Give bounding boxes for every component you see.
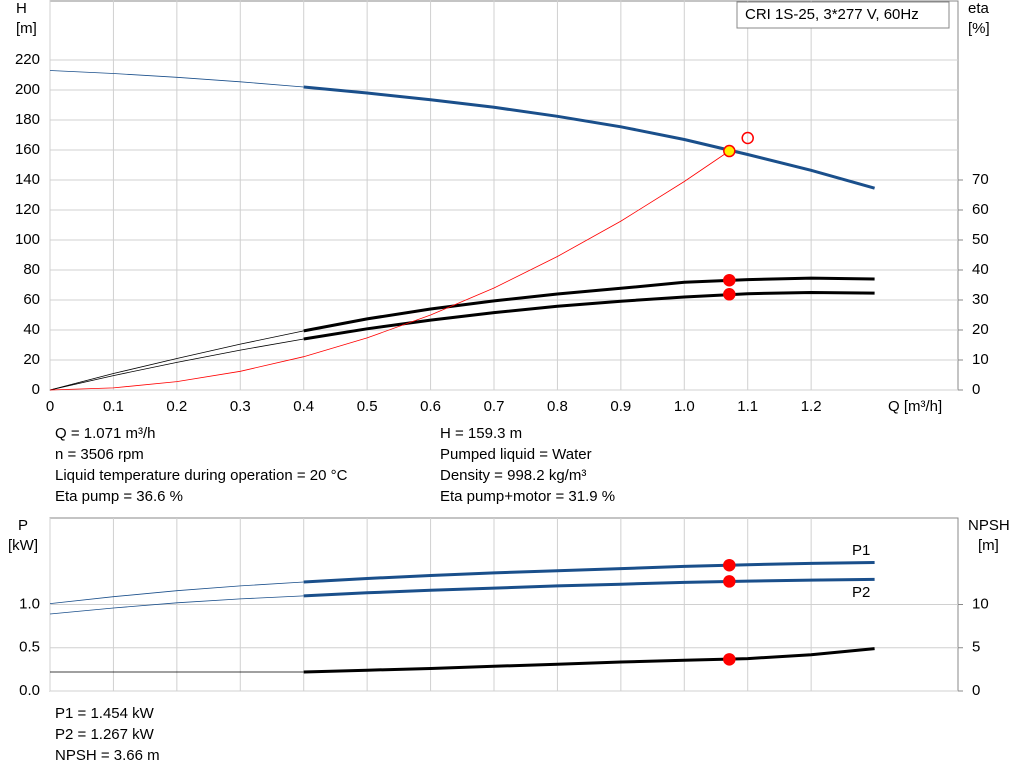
curve	[303, 647, 875, 674]
x-tick-label: 0.8	[547, 398, 568, 415]
x-tick-label: 0.3	[230, 398, 251, 415]
y2-tick-label: 20	[972, 321, 989, 338]
operating-point	[723, 575, 736, 588]
y2-tick-label: 30	[972, 291, 989, 308]
y2-tick-label: 70	[972, 171, 989, 188]
x-label: Q [m³/h]	[888, 398, 942, 415]
info-text: Density = 998.2 kg/m³	[440, 467, 586, 484]
y2-tick-label: 60	[972, 201, 989, 218]
info-text: Q = 1.071 m³/h	[55, 425, 155, 442]
plot-frame	[49, 0, 959, 391]
x-tick-label: 1.0	[674, 398, 695, 415]
y2-tick-label: 50	[972, 231, 989, 248]
y2-label: eta	[968, 0, 990, 17]
y-unit: [kW]	[8, 537, 38, 554]
y-tick-label: 140	[15, 171, 40, 188]
series-label: P2	[852, 584, 870, 601]
y2-tick-label: 10	[972, 595, 989, 612]
operating-point	[723, 653, 736, 666]
info-text: Eta pump+motor = 31.9 %	[440, 488, 615, 505]
x-tick-label: 1.2	[801, 398, 822, 415]
y2-unit: [m]	[978, 537, 999, 554]
y-tick-label: 1.0	[19, 595, 40, 612]
operating-point	[723, 273, 736, 287]
curve	[303, 561, 875, 584]
y-tick-label: 180	[15, 111, 40, 128]
operating-point	[723, 288, 736, 301]
info-text: H = 159.3 m	[440, 425, 522, 442]
x-tick-label: 0.7	[484, 398, 505, 415]
y2-tick-label: 0	[972, 381, 980, 398]
info-text: Pumped liquid = Water	[440, 446, 592, 463]
series-label: P1	[852, 542, 870, 559]
y-label: H	[16, 0, 27, 17]
info-text: Liquid temperature during operation = 20…	[55, 467, 348, 484]
y-tick-label: 120	[15, 201, 40, 218]
y-tick-label: 80	[23, 261, 40, 278]
operating-point	[741, 131, 754, 145]
y-tick-label: 160	[15, 141, 40, 158]
curve	[49, 330, 304, 391]
curve	[49, 70, 304, 88]
y2-tick-label: 10	[972, 351, 989, 368]
y-tick-label: 200	[15, 81, 40, 98]
y-tick-label: 40	[23, 321, 40, 338]
y-tick-label: 100	[15, 231, 40, 248]
info-text: n = 3506 rpm	[55, 446, 144, 463]
curve	[303, 290, 875, 341]
curve	[49, 338, 304, 391]
curve	[303, 577, 875, 598]
curve	[49, 150, 730, 391]
y-tick-label: 20	[23, 351, 40, 368]
y-tick-label: 0.0	[19, 682, 40, 699]
info-text: P2 = 1.267 kW	[55, 726, 155, 743]
x-tick-label: 1.1	[737, 398, 758, 415]
y2-tick-label: 0	[972, 682, 980, 699]
x-tick-label: 0.2	[166, 398, 187, 415]
y-tick-label: 0.5	[19, 639, 40, 656]
info-text: Eta pump = 36.6 %	[55, 488, 183, 505]
x-tick-label: 0	[46, 398, 54, 415]
y2-label: NPSH	[968, 517, 1010, 534]
operating-point	[723, 558, 736, 572]
curve	[303, 276, 875, 333]
marks	[49, 70, 876, 674]
title: CRI 1S-25, 3*277 V, 60Hz	[745, 6, 919, 23]
y2-tick-label: 40	[972, 261, 989, 278]
y2-unit: [%]	[968, 20, 990, 37]
curve	[49, 595, 304, 615]
y2-tick-label: 5	[972, 639, 980, 656]
curve	[303, 85, 876, 190]
grid	[49, 0, 958, 692]
info-text: P1 = 1.454 kW	[55, 705, 155, 722]
y-tick-label: 0	[32, 381, 40, 398]
info-text: NPSH = 3.66 m	[55, 747, 160, 764]
operating-point	[723, 144, 736, 158]
y-label: P	[18, 517, 28, 534]
curve	[49, 581, 304, 604]
x-tick-label: 0.5	[357, 398, 378, 415]
y-tick-label: 220	[15, 51, 40, 68]
x-tick-label: 0.6	[420, 398, 441, 415]
x-tick-label: 0.9	[610, 398, 631, 415]
y-tick-label: 60	[23, 291, 40, 308]
x-tick-label: 0.1	[103, 398, 124, 415]
title-box	[736, 1, 950, 29]
y-unit: [m]	[16, 20, 37, 37]
x-tick-label: 0.4	[293, 398, 314, 415]
